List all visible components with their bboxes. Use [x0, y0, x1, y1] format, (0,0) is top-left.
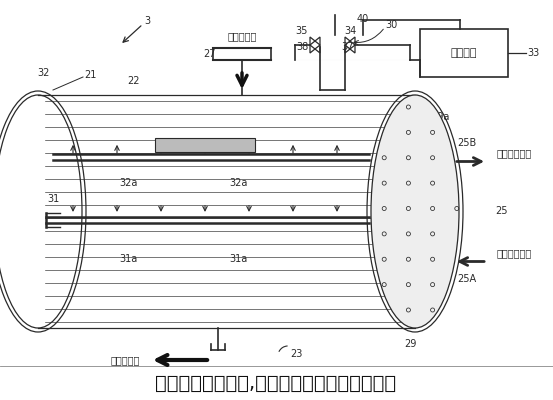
Text: 30: 30 — [385, 20, 397, 30]
Text: 22: 22 — [127, 76, 139, 86]
Text: 控制装置: 控制装置 — [451, 48, 477, 58]
Text: 25A: 25A — [457, 274, 477, 284]
Text: 23: 23 — [290, 349, 302, 359]
Text: 25B: 25B — [457, 138, 477, 148]
Text: 32a: 32a — [229, 178, 247, 188]
Text: 32a: 32a — [119, 178, 137, 188]
Text: 35: 35 — [296, 26, 308, 36]
Text: 27: 27 — [204, 49, 216, 59]
Text: 31: 31 — [47, 194, 59, 204]
Text: 37: 37 — [341, 42, 353, 52]
Text: 3: 3 — [144, 16, 150, 26]
Text: 38: 38 — [296, 42, 308, 52]
Text: 空调冷凝器的作用,空调冷凝器的作用及原理图: 空调冷凝器的作用,空调冷凝器的作用及原理图 — [155, 374, 397, 392]
Text: 21: 21 — [84, 70, 96, 80]
Text: 33: 33 — [527, 48, 539, 58]
Text: 32: 32 — [37, 68, 49, 78]
Text: 25: 25 — [495, 206, 507, 216]
Text: 40: 40 — [357, 14, 369, 24]
Text: 31a: 31a — [119, 254, 137, 264]
Text: 34: 34 — [344, 26, 356, 36]
Text: 液态冷凝物: 液态冷凝物 — [111, 355, 140, 365]
Ellipse shape — [371, 95, 459, 328]
Text: 向冷凝水出口: 向冷凝水出口 — [497, 148, 532, 158]
Text: 31a: 31a — [229, 254, 247, 264]
Text: 从冷凝水入口: 从冷凝水入口 — [497, 248, 532, 258]
Text: 制冷剂蒸气: 制冷剂蒸气 — [227, 31, 257, 41]
Bar — [420, 29, 508, 77]
Text: 29a: 29a — [431, 112, 449, 122]
Bar — [155, 138, 255, 152]
Text: 29: 29 — [404, 339, 416, 349]
